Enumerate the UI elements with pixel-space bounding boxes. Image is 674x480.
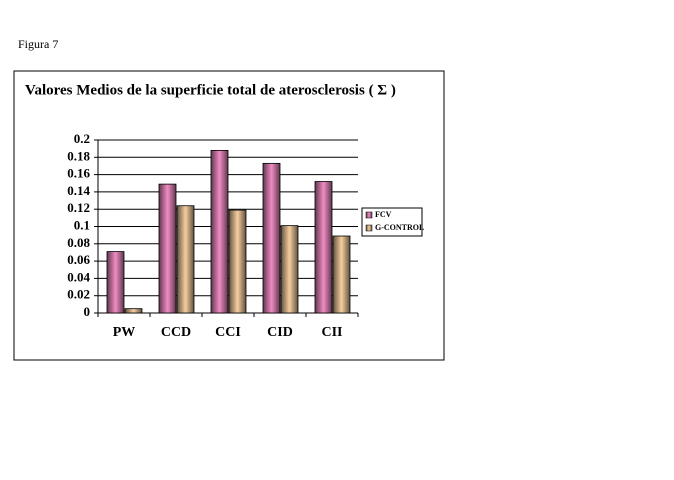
bar xyxy=(262,162,281,314)
y-tick-label: 0.08 xyxy=(67,235,90,250)
bar xyxy=(106,251,125,314)
y-tick-label: 0.06 xyxy=(67,252,90,267)
bar xyxy=(280,225,299,314)
y-tick-label: 0.02 xyxy=(67,287,90,302)
bar xyxy=(332,235,351,314)
legend-swatch xyxy=(365,224,373,232)
x-tick-label: PW xyxy=(113,325,136,340)
y-tick-label: 0.18 xyxy=(67,148,90,163)
y-tick-label: 0.04 xyxy=(67,269,90,284)
x-tick-label: CCI xyxy=(215,325,241,340)
y-tick-label: 0.12 xyxy=(67,200,90,215)
y-tick-label: 0.16 xyxy=(67,166,90,181)
bar xyxy=(158,183,177,314)
legend-label: G-CONTROL xyxy=(375,223,424,232)
y-tick-label: 0 xyxy=(84,304,91,319)
bar xyxy=(228,209,247,314)
bar xyxy=(314,181,333,314)
chart-title: Valores Medios de la superficie total de… xyxy=(25,82,396,98)
x-tick-label: CCD xyxy=(161,325,191,340)
bar xyxy=(176,205,195,314)
y-tick-label: 0.14 xyxy=(67,183,90,198)
bar xyxy=(210,149,229,314)
x-tick-label: CII xyxy=(321,325,342,340)
x-tick-label: CID xyxy=(267,325,293,340)
legend-swatch xyxy=(365,211,373,219)
figure-label: Figura 7 xyxy=(18,37,58,51)
y-tick-label: 0.2 xyxy=(74,131,90,146)
y-tick-label: 0.1 xyxy=(74,217,90,232)
legend-label: FCV xyxy=(375,210,392,219)
bar xyxy=(124,308,143,314)
